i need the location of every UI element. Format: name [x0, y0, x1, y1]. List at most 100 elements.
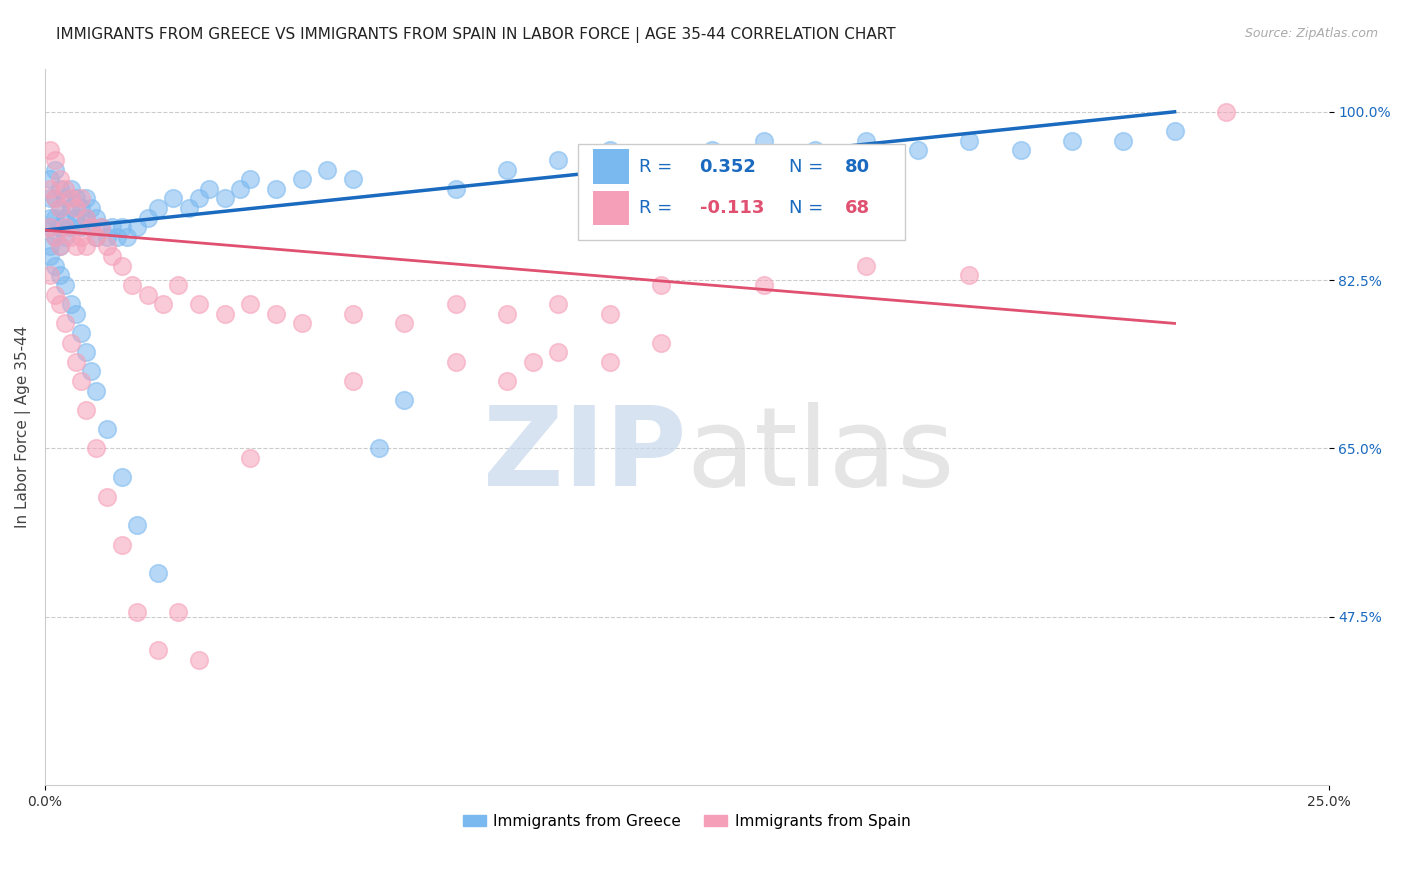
Point	[39, 143, 62, 157]
Point	[1112, 134, 1135, 148]
Point	[75, 403, 97, 417]
Point	[146, 566, 169, 581]
Point	[855, 259, 877, 273]
Point	[100, 220, 122, 235]
Point	[55, 182, 77, 196]
Point	[444, 182, 467, 196]
Point	[69, 201, 91, 215]
Point	[1010, 143, 1032, 157]
Point	[59, 182, 82, 196]
Point	[444, 355, 467, 369]
Text: 68: 68	[845, 199, 870, 218]
Point	[291, 317, 314, 331]
Point	[44, 211, 66, 225]
Point	[957, 268, 980, 283]
Point	[547, 297, 569, 311]
Point	[367, 442, 389, 456]
Point	[167, 605, 190, 619]
Text: R =: R =	[640, 199, 672, 218]
Point	[152, 297, 174, 311]
Point	[957, 134, 980, 148]
Point	[69, 191, 91, 205]
Point	[855, 134, 877, 148]
Point	[55, 317, 77, 331]
Point	[49, 297, 72, 311]
Point	[599, 355, 621, 369]
Point	[599, 143, 621, 157]
Point	[49, 268, 72, 283]
Point	[75, 211, 97, 225]
Point	[75, 191, 97, 205]
Point	[39, 191, 62, 205]
Point	[146, 201, 169, 215]
Point	[65, 211, 87, 225]
Point	[316, 162, 339, 177]
Point	[49, 239, 72, 253]
Point	[59, 220, 82, 235]
Point	[187, 653, 209, 667]
Point	[239, 451, 262, 466]
Point	[650, 153, 672, 167]
Point	[49, 220, 72, 235]
Legend: Immigrants from Greece, Immigrants from Spain: Immigrants from Greece, Immigrants from …	[457, 807, 917, 835]
Point	[650, 335, 672, 350]
Point	[1215, 104, 1237, 119]
Y-axis label: In Labor Force | Age 35-44: In Labor Force | Age 35-44	[15, 326, 31, 528]
Point	[44, 191, 66, 205]
Text: N =: N =	[790, 199, 824, 218]
Point	[111, 220, 134, 235]
Point	[39, 172, 62, 186]
Point	[522, 355, 544, 369]
Text: IMMIGRANTS FROM GREECE VS IMMIGRANTS FROM SPAIN IN LABOR FORCE | AGE 35-44 CORRE: IMMIGRANTS FROM GREECE VS IMMIGRANTS FRO…	[56, 27, 896, 43]
Point	[96, 230, 118, 244]
Point	[115, 230, 138, 244]
Point	[239, 172, 262, 186]
Point	[90, 220, 112, 235]
Point	[146, 643, 169, 657]
Point	[80, 220, 103, 235]
Point	[177, 201, 200, 215]
Point	[69, 326, 91, 340]
Point	[65, 355, 87, 369]
Point	[59, 201, 82, 215]
Point	[55, 211, 77, 225]
Point	[214, 191, 236, 205]
Point	[55, 230, 77, 244]
Point	[496, 307, 519, 321]
Point	[49, 201, 72, 215]
Text: atlas: atlas	[686, 402, 955, 509]
Point	[80, 220, 103, 235]
Point	[69, 230, 91, 244]
Point	[39, 239, 62, 253]
Point	[69, 220, 91, 235]
Point	[55, 220, 77, 235]
Point	[547, 345, 569, 359]
Point	[167, 277, 190, 292]
Point	[1163, 124, 1185, 138]
Point	[547, 153, 569, 167]
Point	[496, 162, 519, 177]
Point	[75, 211, 97, 225]
Point	[136, 211, 159, 225]
Point	[198, 182, 221, 196]
Point	[49, 182, 72, 196]
Point	[44, 287, 66, 301]
Point	[44, 230, 66, 244]
Text: N =: N =	[790, 158, 824, 176]
Text: Source: ZipAtlas.com: Source: ZipAtlas.com	[1244, 27, 1378, 40]
Point	[84, 230, 107, 244]
Point	[136, 287, 159, 301]
Point	[65, 191, 87, 205]
Point	[187, 191, 209, 205]
Point	[214, 307, 236, 321]
Point	[90, 220, 112, 235]
Point	[96, 422, 118, 436]
Point	[239, 297, 262, 311]
Point	[121, 277, 143, 292]
Point	[804, 143, 827, 157]
Point	[394, 393, 416, 408]
Point	[342, 307, 364, 321]
Point	[127, 518, 149, 533]
Point	[444, 297, 467, 311]
Bar	[593, 191, 628, 226]
